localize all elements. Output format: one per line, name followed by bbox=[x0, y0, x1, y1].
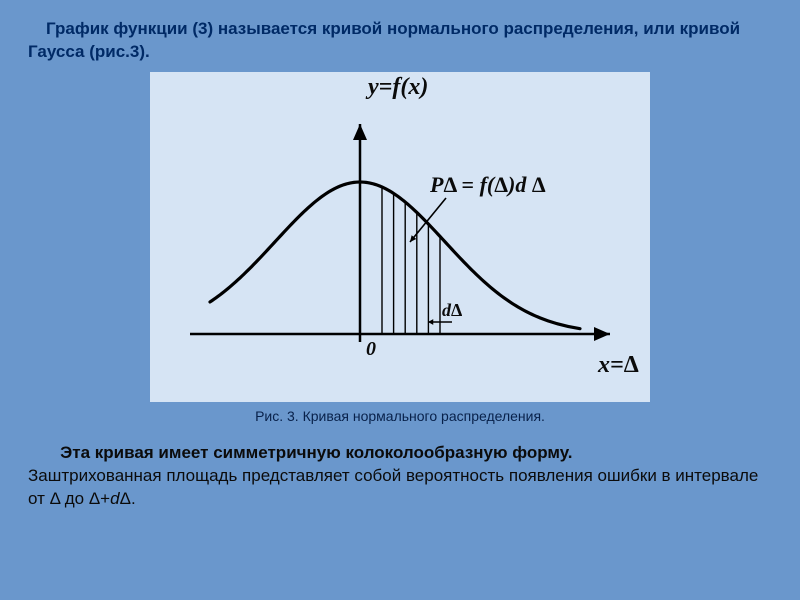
x-axis-delta: Δ bbox=[624, 352, 639, 378]
probability-formula: PΔ = f(Δ)d Δ bbox=[430, 172, 546, 198]
chart-svg bbox=[150, 72, 650, 402]
origin-label: 0 bbox=[366, 338, 376, 361]
d-delta-delta: Δ bbox=[451, 300, 462, 320]
para-tail: Δ. bbox=[120, 489, 136, 508]
formula-eq: = bbox=[456, 172, 480, 197]
para-body: Заштрихованная площадь представляет собо… bbox=[28, 466, 758, 508]
formula-delta3: Δ bbox=[532, 172, 546, 197]
d-delta-d: d bbox=[442, 300, 451, 320]
d-delta-label: dΔ bbox=[442, 300, 462, 321]
figure-caption: Рис. 3. Кривая нормального распределения… bbox=[28, 408, 772, 424]
slide: График функции (3) называется кривой нор… bbox=[0, 0, 800, 600]
formula-p: P bbox=[430, 172, 443, 197]
formula-delta1: Δ bbox=[443, 172, 456, 197]
x-axis-label: x=Δ bbox=[598, 352, 639, 379]
para-lead: Эта кривая имеет симметричную колоколооб… bbox=[60, 443, 572, 462]
y-axis-label: y=f(x) bbox=[368, 74, 428, 101]
formula-f: f( bbox=[480, 172, 495, 197]
gaussian-chart: y=f(x) x=Δ 0 PΔ = f(Δ)d Δ dΔ bbox=[150, 72, 650, 402]
formula-close: )d bbox=[508, 172, 532, 197]
heading-text: График функции (3) называется кривой нор… bbox=[28, 18, 772, 64]
description-paragraph: Эта кривая имеет симметричную колоколооб… bbox=[28, 442, 772, 511]
para-d-italic: d bbox=[110, 489, 119, 508]
chart-container: y=f(x) x=Δ 0 PΔ = f(Δ)d Δ dΔ bbox=[28, 72, 772, 402]
x-axis-prefix: x= bbox=[598, 352, 624, 378]
formula-delta2: Δ bbox=[494, 172, 508, 197]
